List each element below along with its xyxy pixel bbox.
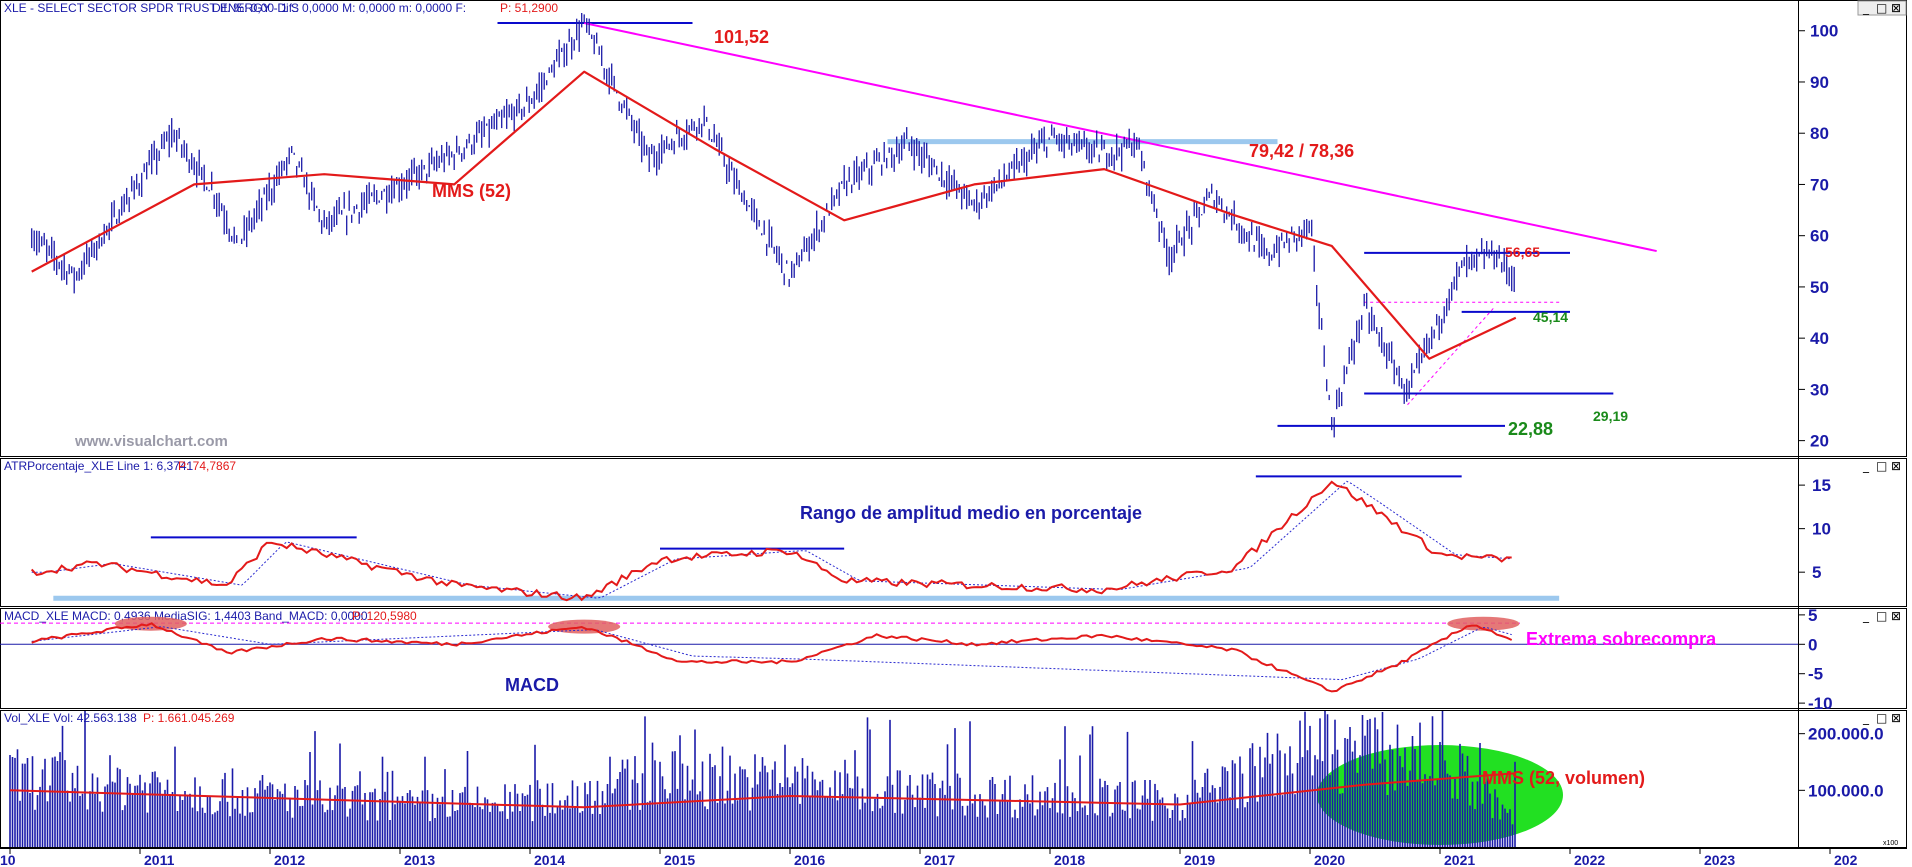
x-tick-label: 2015 [664,852,695,867]
macd-panel-frame [0,608,1907,709]
x-tick-label: 10 [0,852,16,867]
macd-label: MACD [505,675,559,695]
x-tick-label: 2022 [1574,852,1605,867]
volume-mms-line [9,772,1516,809]
volume-y-tick: 100.000.0 [1808,781,1884,800]
macd-y-tick: 0 [1808,635,1817,654]
macd-header-last: P: 120,5980 [352,609,417,623]
macd-restore-icon[interactable]: □ [1876,609,1887,623]
price-y-tick: 50 [1810,278,1829,297]
macd-y-tick: 5 [1808,606,1817,625]
volume-annotation: MMS (52, volumen) [1482,768,1645,788]
atr-line [30,480,1512,602]
label-support-mid: 45,14 [1533,309,1568,325]
volume-y-tick: 200.000.0 [1808,725,1884,744]
x-tick-label: 2023 [1704,852,1735,867]
x-tick-label: 2011 [144,852,175,867]
macd-annotation: Extrema sobrecompra [1526,629,1717,649]
axes: 10090807060504030201510550-5-10200.000.0… [0,22,1884,867]
price-y-tick: 30 [1810,380,1829,399]
label-support-low: 29,19 [1593,408,1628,424]
atr-header-last: P: 74,7867 [178,459,236,473]
label-recent-high: 56,65 [1505,244,1540,260]
panel-frames [0,0,1907,849]
atr-close-icon[interactable]: ⊠ [1891,459,1901,473]
volume-close-icon[interactable]: ⊠ [1891,711,1901,725]
price-panel-frame [0,0,1907,457]
volume-scale-badge: x100 [1883,840,1898,847]
atr-window-buttons: _ □ ⊠ [1862,459,1901,473]
atr-y-tick: 10 [1812,520,1831,539]
price-series [31,13,1517,438]
macd-close-icon[interactable]: ⊠ [1891,609,1901,623]
price-y-tick: 80 [1810,124,1829,143]
atr-y-tick: 15 [1812,476,1831,495]
atr-minimize-icon[interactable]: _ [1862,459,1870,473]
mms52-line [31,70,1517,360]
x-tick-label: 2016 [794,852,825,867]
x-tick-label: 2020 [1314,852,1345,867]
atr-panel-frame [0,458,1907,607]
label-high: 101,52 [714,27,769,47]
label-resistance: 79,42 / 78,36 [1249,141,1354,161]
volume-header-name: Vol_XLE Vol: 42.563.138 [4,711,137,725]
restore-icon[interactable]: □ [1876,1,1887,15]
atr-y-tick: 5 [1812,563,1821,582]
macd-signal-line [31,626,1512,681]
watermark: www.visualchart.com [74,433,228,450]
macd-minimize-icon[interactable]: _ [1862,609,1870,623]
atr-restore-icon[interactable]: □ [1876,459,1887,473]
volume-panel-frame [0,710,1907,848]
macd-line [31,622,1513,693]
price-header-last: P: 51,2900 [500,1,558,15]
price-y-tick: 40 [1810,329,1829,348]
price-header-name: XLE - SELECT SECTOR SPDR TRUST ENERGY - … [4,1,299,15]
macd-window-buttons: _ □ ⊠ [1862,609,1901,623]
atr-series [30,480,1512,602]
macd-y-tick: -5 [1808,665,1823,684]
minimize-icon[interactable]: _ [1862,1,1870,15]
x-tick-label: 2017 [924,852,955,867]
atr-header-name: ATRPorcentaje_XLE Line 1: 6,3741 [4,459,194,473]
volume-window-buttons: _ □ ⊠ [1862,711,1901,725]
x-tick-label: 2018 [1054,852,1085,867]
macd-header-name: MACD_XLE MACD: 0,4936 MediaSIG: 1,4403 B… [4,609,368,623]
price-y-tick: 20 [1810,432,1829,451]
static-annotations [0,21,1798,645]
x-tick-label: 2019 [1184,852,1215,867]
downtrend-line [583,22,1657,253]
volume-series [9,711,1563,847]
price-y-tick: 60 [1810,227,1829,246]
macd-y-tick: -10 [1808,694,1833,713]
price-y-tick: 90 [1810,73,1829,92]
uptrend-dashed [1407,307,1495,406]
volume-restore-icon[interactable]: □ [1876,711,1887,725]
x-tick-label: 202 [1834,852,1858,867]
volume-header-last: P: 1.661.045.269 [143,711,235,725]
overbought-marker-1 [548,619,621,634]
x-tick-label: 2012 [274,852,305,867]
x-tick-label: 2021 [1444,852,1475,867]
close-icon[interactable]: ⊠ [1891,1,1901,15]
price-header-info: Dif. %: 0,00 Dif.: 0,0000 M: 0,0000 m: 0… [212,1,466,15]
price-y-tick: 100 [1810,22,1838,41]
volume-minimize-icon[interactable]: _ [1862,711,1870,725]
price-y-tick: 70 [1810,175,1829,194]
x-tick-label: 2013 [404,852,435,867]
label-mms: MMS (52) [432,181,511,201]
x-tick-label: 2014 [534,852,565,867]
label-low: 22,88 [1508,419,1553,439]
atr-annotation: Rango de amplitud medio en porcentaje [800,503,1142,523]
macd-series [31,622,1513,693]
price-window-buttons: _ □ ⊠ [1857,0,1907,16]
